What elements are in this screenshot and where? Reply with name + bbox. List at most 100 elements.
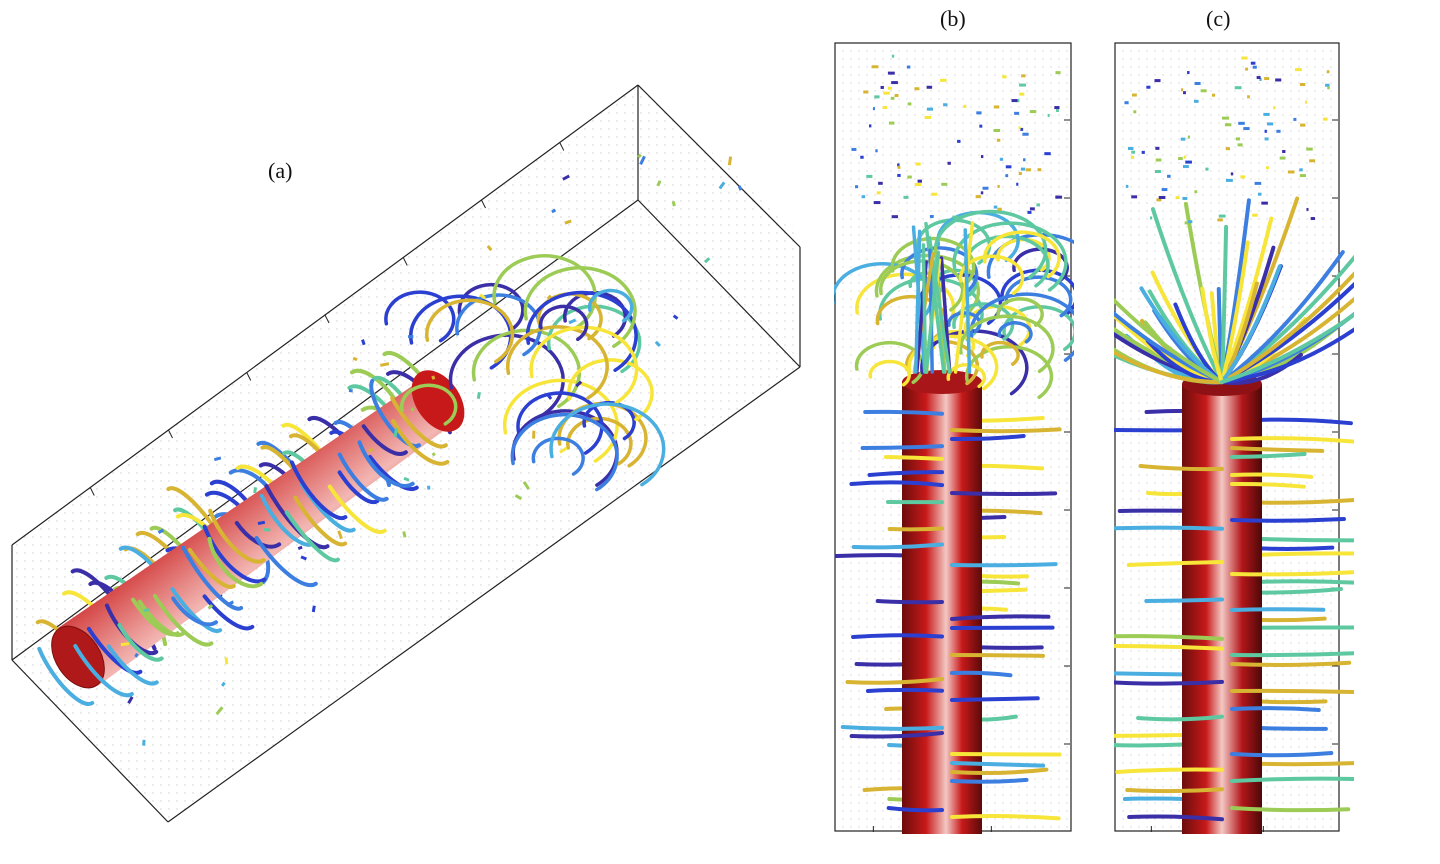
streamline (963, 228, 972, 374)
particle (1279, 156, 1286, 160)
streamline (845, 677, 944, 685)
particle (337, 530, 343, 540)
particle (1055, 195, 1059, 199)
streamline (887, 526, 944, 532)
streamline (303, 417, 387, 534)
particle (1194, 81, 1201, 85)
tick (168, 429, 173, 439)
streamline (1230, 607, 1326, 612)
streamline (1230, 446, 1325, 453)
streamline (1230, 776, 1354, 783)
streamline (865, 687, 944, 693)
particle (963, 104, 967, 108)
particle (1018, 172, 1022, 176)
streamline (921, 243, 928, 374)
streamline (345, 370, 408, 456)
streamline-loop (566, 416, 633, 466)
streamlines-c-front (1114, 196, 1354, 822)
particle (1005, 174, 1009, 178)
streamline (950, 491, 1058, 497)
streamline (950, 752, 1062, 757)
streamline (840, 725, 944, 731)
streamline (115, 546, 180, 637)
cylinder-c (1182, 372, 1262, 834)
particle (1250, 61, 1256, 65)
particle (1025, 168, 1032, 172)
particle (1018, 126, 1021, 130)
panel-label-a: (a) (268, 158, 293, 183)
particle (253, 487, 257, 494)
particle (929, 214, 934, 218)
tick (324, 314, 330, 324)
particle (1238, 121, 1245, 125)
streamline (875, 599, 944, 605)
streamline (1114, 297, 1224, 384)
particle (1194, 99, 1199, 103)
particle (915, 162, 921, 166)
particle (1267, 122, 1274, 126)
particle (1155, 146, 1160, 150)
streamline-loop (868, 359, 911, 387)
particle (1217, 218, 1223, 222)
streamline (950, 427, 1062, 434)
particle (1282, 149, 1286, 153)
particle (940, 78, 947, 82)
particle (1178, 157, 1183, 161)
particle (1133, 110, 1137, 114)
particle (1257, 192, 1262, 196)
particle (1146, 85, 1151, 89)
streamline (132, 532, 214, 647)
streamline (378, 352, 448, 449)
particle (1247, 95, 1250, 99)
particle (562, 174, 570, 181)
streamlines-b-front (834, 209, 1074, 821)
streamline-loop (996, 297, 1044, 327)
particle (1252, 65, 1257, 69)
streamline (924, 250, 941, 374)
streamline-loop (384, 290, 456, 343)
particle (997, 184, 1000, 188)
streamline (1144, 597, 1224, 603)
particle (1256, 76, 1261, 80)
streamline (171, 514, 255, 631)
streamline-loop (958, 314, 1055, 374)
particle (1131, 195, 1138, 199)
streamline-loop (997, 321, 1033, 344)
streamline-loop (874, 253, 981, 319)
streamline-loop (525, 290, 638, 372)
particle (727, 156, 733, 166)
particle (872, 107, 875, 111)
particle (1183, 155, 1187, 159)
streamline (175, 513, 259, 629)
particle (1167, 174, 1171, 178)
particle (997, 207, 1002, 211)
particle (1154, 170, 1161, 174)
particle (1230, 172, 1234, 176)
particle (1022, 132, 1029, 136)
streamline (330, 420, 389, 502)
box-ticks (89, 142, 565, 496)
streamline-loop (958, 254, 1025, 295)
streamline (258, 445, 340, 563)
streamline (1114, 644, 1224, 651)
particle (207, 603, 214, 610)
particle (1130, 155, 1135, 159)
streamline-loop (890, 236, 976, 289)
particle (1225, 147, 1230, 151)
streamline (851, 633, 944, 639)
particle (1264, 129, 1267, 133)
particle (1194, 190, 1198, 194)
tick (89, 487, 95, 496)
streamline (1230, 570, 1354, 577)
particle (1154, 79, 1161, 83)
particle (1305, 100, 1308, 104)
particle (1264, 137, 1269, 141)
particles-a (120, 153, 743, 746)
streamline (1220, 271, 1354, 384)
particle (1011, 99, 1018, 103)
streamline (849, 731, 944, 739)
particle (903, 195, 909, 199)
particle (897, 163, 900, 167)
particle (514, 494, 523, 501)
streamline-loop (549, 402, 666, 487)
